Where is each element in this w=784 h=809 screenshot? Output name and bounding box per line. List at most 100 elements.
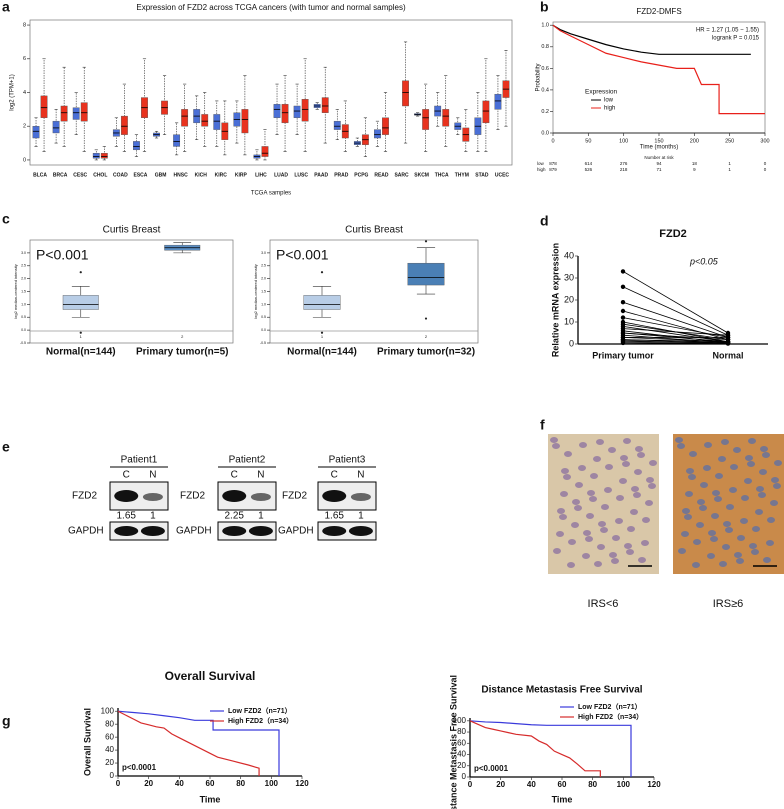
risk-count: 1 (728, 161, 731, 166)
nucleus (616, 495, 624, 501)
outlier (79, 331, 82, 334)
panel-label: c (2, 211, 10, 227)
group-id: 2 (425, 334, 428, 339)
box (52, 120, 60, 134)
box (482, 100, 490, 124)
risk-count: 9 (693, 167, 696, 172)
nucleus (767, 517, 775, 523)
box (213, 114, 221, 130)
lane-label: C (331, 470, 338, 481)
y-tick-label: 0.0 (541, 130, 549, 136)
risk-count: 0 (764, 161, 767, 166)
nucleus (560, 491, 568, 497)
nucleus (582, 553, 590, 559)
x-tick-label: Normal(n=144) (287, 347, 357, 358)
nucleus (638, 557, 646, 563)
y-tick-label: 0 (110, 771, 115, 780)
box (133, 141, 140, 151)
box (273, 104, 281, 118)
nucleus (770, 500, 778, 506)
survival-curve (117, 710, 280, 776)
nucleus (707, 553, 715, 559)
x-tick-label: 80 (236, 779, 245, 788)
band-ratio: 1 (258, 511, 264, 522)
box (241, 109, 249, 134)
risk-row-label: low (537, 161, 545, 166)
y-tick-label: 20 (564, 294, 574, 304)
x-tick-label: SKCM (414, 172, 429, 178)
chart-title: Distance Metastasis Free Survival (481, 685, 642, 696)
y-tick-label: 2 (23, 124, 26, 130)
x-tick-label: 60 (206, 779, 215, 788)
nucleus (675, 437, 683, 443)
box (293, 105, 301, 118)
nucleus (624, 543, 632, 549)
pair-line (622, 326, 729, 343)
x-tick-label: Normal(n=144) (46, 347, 116, 358)
nucleus (575, 482, 583, 488)
nucleus (574, 505, 582, 511)
y-tick-label: 0 (462, 772, 467, 781)
nucleus (723, 521, 731, 527)
y-tick-label: 0 (23, 157, 26, 163)
pair-line (622, 339, 729, 343)
nucleus (697, 499, 705, 505)
y-tick-label: 40 (564, 250, 574, 260)
risk-count: 18 (692, 161, 698, 166)
y-axis-label: log2 median-centered intensity (13, 264, 18, 318)
nucleus (634, 469, 642, 475)
x-tick-label: 60 (558, 780, 567, 789)
y-tick-label: 0 (569, 338, 574, 348)
annotation: HR = 1.27 (1.05 − 1.55) (696, 28, 759, 34)
x-tick-label: 120 (647, 780, 661, 789)
box (374, 129, 381, 139)
panel-label: b (540, 0, 549, 15)
nucleus (744, 478, 752, 484)
nucleus (715, 473, 723, 479)
y-tick-label: 2.0 (261, 277, 266, 281)
chart-title: Expression of FZD2 across TCGA cancers (… (136, 3, 406, 12)
nucleus (721, 439, 729, 445)
nucleus (556, 531, 564, 537)
ihc-caption: IRS≥6 (713, 598, 744, 610)
lane-label: N (257, 470, 264, 481)
nucleus (620, 455, 628, 461)
annotation: logrank P = 0.015 (712, 36, 760, 42)
nucleus (605, 464, 613, 470)
pair-line (622, 310, 729, 340)
y-tick-label: 1.0 (21, 302, 26, 306)
y-tick-label: 60 (105, 732, 114, 741)
dot (620, 315, 626, 320)
band-ratio: 1 (358, 511, 364, 522)
nucleus (552, 443, 560, 449)
nucleus (756, 486, 764, 492)
nucleus (684, 514, 692, 520)
nucleus (630, 509, 638, 515)
box (261, 146, 269, 157)
y-tick-label: 2.0 (21, 277, 26, 281)
panel-label: a (2, 0, 10, 15)
x-tick-label: 50 (585, 138, 591, 144)
x-tick-label: KIRC (215, 172, 228, 178)
panel-label: e (2, 439, 10, 455)
box (120, 115, 128, 135)
x-tick-label: 250 (725, 138, 734, 144)
box (92, 152, 100, 159)
legend-label: High FZD2（n=34） (578, 713, 643, 721)
legend-label: low (604, 98, 614, 104)
nucleus (722, 544, 730, 550)
y-tick-label: 0.0 (261, 328, 266, 332)
ihc-caption: IRS<6 (588, 598, 619, 610)
x-tick-label: 200 (690, 138, 699, 144)
nucleus (561, 468, 569, 474)
nucleus (635, 446, 643, 452)
nucleus (642, 517, 650, 523)
nucleus (563, 474, 571, 480)
y-axis-label: log2 median-centered intensity (253, 264, 258, 318)
chart-title: Overall Survival (165, 669, 256, 683)
chart-title: FZD2 (659, 228, 687, 240)
x-tick-label: 80 (588, 780, 597, 789)
y-tick-label: 40 (457, 750, 466, 759)
nucleus (762, 452, 770, 458)
